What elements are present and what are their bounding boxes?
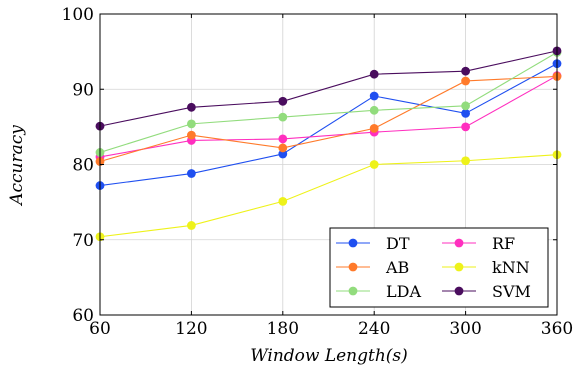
x-tick-label: 120 — [175, 319, 207, 339]
data-point — [187, 221, 196, 230]
data-point — [461, 101, 470, 111]
x-tick-label: 300 — [449, 319, 481, 339]
data-point — [461, 122, 470, 132]
series-line — [99, 75, 558, 163]
legend-marker — [348, 262, 358, 272]
x-tick-label: 180 — [267, 319, 299, 339]
series-knn — [95, 150, 562, 242]
y-tick-label: 60 — [72, 306, 94, 326]
legend-label: SVM — [492, 282, 531, 301]
data-point — [461, 108, 470, 118]
data-point — [369, 160, 379, 169]
legend-entry-ab: AB — [336, 258, 409, 277]
legend-marker — [454, 286, 464, 296]
series-line — [99, 154, 558, 238]
legend-entry-knn: kNN — [442, 258, 530, 277]
series-line — [99, 51, 558, 153]
data-point — [278, 196, 288, 206]
series-line — [99, 50, 558, 127]
data-point — [278, 134, 288, 144]
series-dt — [95, 59, 562, 190]
data-point — [278, 149, 288, 159]
y-tick-label: 90 — [72, 80, 94, 100]
x-axis-label: Window Length(s) — [250, 346, 408, 366]
x-tick-label: 60 — [89, 319, 111, 339]
y-tick-label: 80 — [72, 156, 94, 176]
data-point — [187, 169, 196, 178]
data-point — [369, 69, 379, 79]
x-tick-label: 240 — [358, 319, 390, 339]
series-svm — [95, 46, 562, 131]
y-tick-label: 70 — [72, 231, 94, 251]
data-point — [278, 112, 288, 122]
series-line — [99, 75, 558, 158]
data-point — [187, 130, 196, 140]
data-point — [278, 96, 288, 106]
y-tick-label: 100 — [62, 5, 94, 25]
legend-marker — [454, 238, 464, 248]
legend-label: LDA — [386, 282, 421, 301]
legend: DT RF AB kNN LDA SVM — [329, 227, 549, 308]
data-point — [369, 105, 379, 115]
legend-label: RF — [492, 234, 515, 253]
series-lda — [95, 47, 562, 157]
series-line — [99, 63, 558, 187]
series-lines — [95, 46, 562, 242]
legend-marker — [348, 286, 358, 296]
data-point — [461, 66, 470, 76]
legend-entry-svm: SVM — [442, 282, 531, 301]
legend-entry-rf: RF — [442, 234, 515, 253]
data-point — [461, 76, 470, 86]
y-axis-label: Accuracy — [7, 125, 27, 207]
legend-label: kNN — [492, 258, 530, 277]
legend-entry-dt: DT — [336, 234, 410, 253]
data-point — [369, 123, 379, 133]
series-rf — [95, 71, 562, 162]
legend-marker — [348, 238, 358, 248]
data-point — [278, 143, 288, 153]
data-point — [369, 91, 379, 101]
legend-label: DT — [386, 234, 410, 253]
legend-label: AB — [385, 258, 409, 277]
legend-entry-lda: LDA — [336, 282, 421, 301]
data-point — [187, 119, 196, 129]
x-tick-label: 360 — [541, 319, 573, 339]
data-point — [461, 156, 470, 166]
legend-marker — [454, 262, 464, 272]
series-ab — [95, 72, 562, 166]
data-point — [187, 102, 196, 112]
axis-ticks: 60 120 180 240 300 360 60 70 80 90 100 — [62, 5, 573, 339]
